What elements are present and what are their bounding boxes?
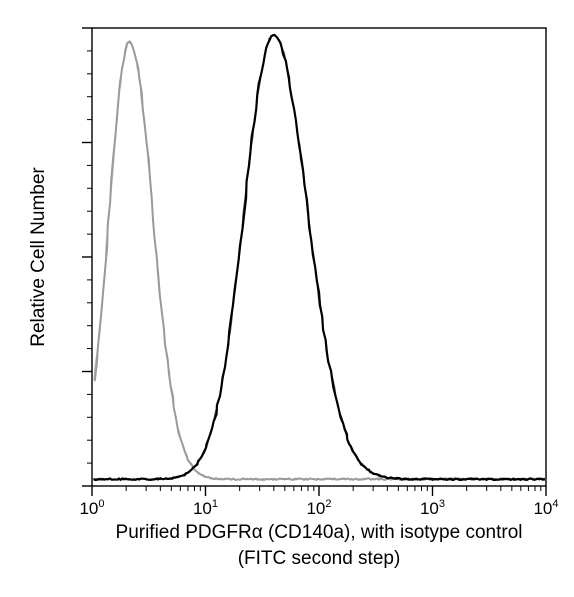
flow-cytometry-histogram: 100 101 102 103 104 Relative Cell Number Puri… <box>0 0 574 597</box>
series-isotype-control <box>95 41 546 480</box>
svg-text:100: 100 <box>79 498 104 518</box>
x-axis-label-line1: Purified PDGFRα (CD140a), with isotype c… <box>116 522 523 543</box>
series-pdgfra-stained <box>95 35 546 480</box>
svg-text:101: 101 <box>193 498 218 518</box>
svg-text:104: 104 <box>533 498 558 518</box>
y-axis-label: Relative Cell Number <box>28 167 49 347</box>
x-axis-label-line2: (FITC second step) <box>238 548 401 569</box>
svg-text:103: 103 <box>420 498 445 518</box>
svg-text:102: 102 <box>306 498 331 518</box>
chart-container: 100 101 102 103 104 Relative Cell Number Puri… <box>0 0 574 597</box>
